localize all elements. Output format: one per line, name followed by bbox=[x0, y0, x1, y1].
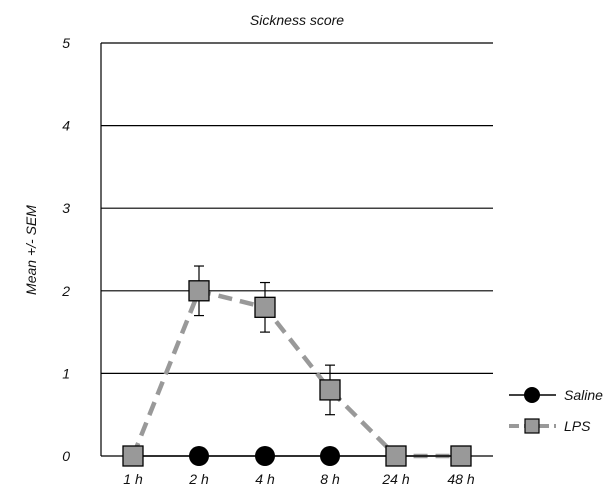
lps-point bbox=[188, 280, 210, 302]
x-tick-labels: 1 h 2 h 4 h 8 h 24 h 48 h bbox=[123, 471, 475, 487]
y-tick-label: 4 bbox=[62, 118, 70, 134]
x-tick-label: 1 h bbox=[123, 471, 143, 487]
x-tick-label: 8 h bbox=[320, 471, 340, 487]
legend-lps-marker bbox=[524, 418, 540, 434]
legend-saline-label: Saline bbox=[564, 387, 603, 403]
x-tick-label: 24 h bbox=[381, 471, 409, 487]
y-axis-label: Mean +/- SEM bbox=[23, 205, 39, 295]
chart-title: Sickness score bbox=[250, 12, 344, 28]
lps-point bbox=[319, 379, 341, 401]
x-tick-label: 48 h bbox=[447, 471, 474, 487]
y-tick-label: 3 bbox=[62, 200, 70, 216]
lps-point bbox=[385, 445, 407, 467]
y-tick-label: 5 bbox=[62, 35, 70, 51]
x-tick-label: 2 h bbox=[188, 471, 209, 487]
lps-series-line bbox=[130, 288, 461, 459]
lps-point bbox=[122, 445, 144, 467]
y-tick-label: 1 bbox=[62, 365, 70, 381]
lps-point bbox=[254, 296, 276, 318]
x-tick-label: 4 h bbox=[255, 471, 275, 487]
y-tick-label: 2 bbox=[61, 283, 70, 299]
saline-point bbox=[320, 446, 340, 466]
legend-lps-label: LPS bbox=[564, 418, 591, 434]
y-tick-labels: 0 1 2 3 4 5 bbox=[61, 35, 70, 464]
saline-point bbox=[255, 446, 275, 466]
y-tick-label: 0 bbox=[62, 448, 70, 464]
series-layer bbox=[122, 265, 472, 467]
lps-point bbox=[450, 445, 472, 467]
legend-saline-marker bbox=[524, 387, 540, 403]
saline-point bbox=[189, 446, 209, 466]
legend: Saline LPS bbox=[509, 387, 603, 434]
